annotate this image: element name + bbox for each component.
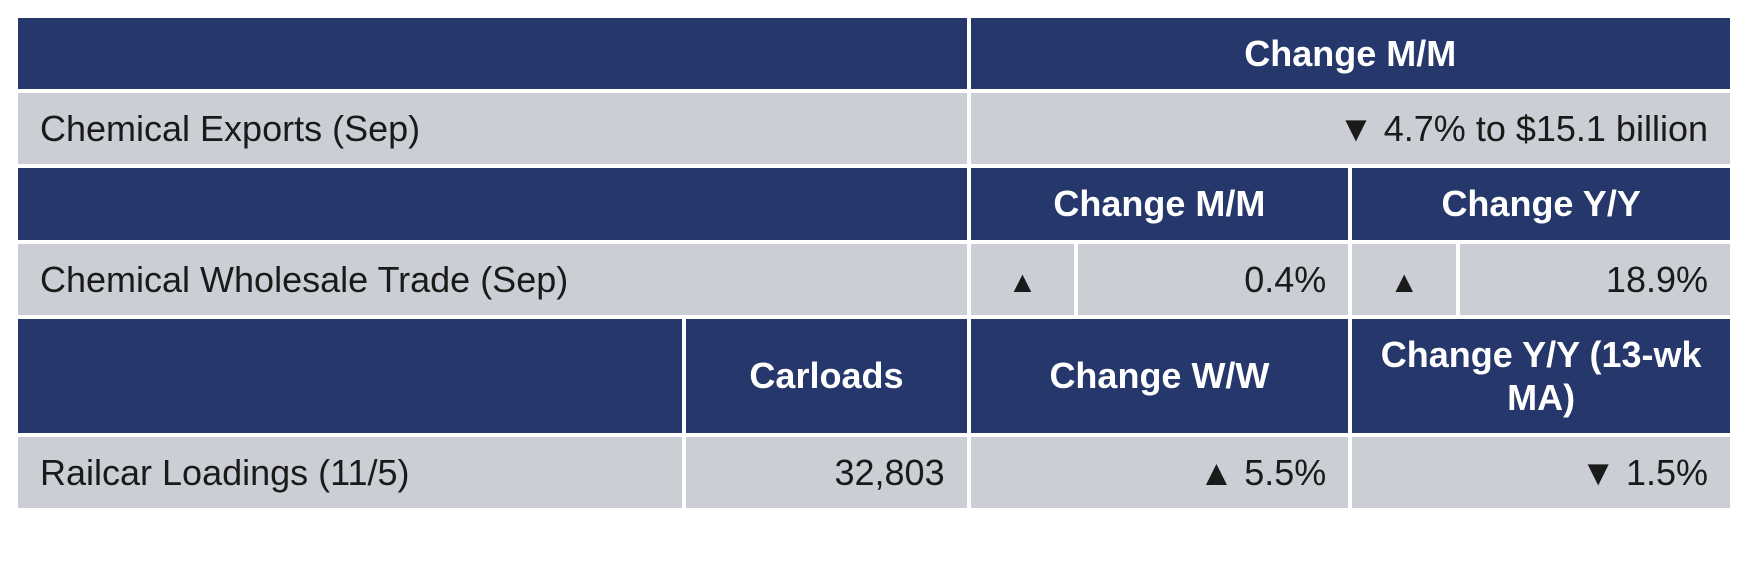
header-change-ww: Change W/W bbox=[971, 319, 1349, 433]
wholesale-yy-arrow: ▲ bbox=[1352, 244, 1456, 315]
table-row: Chemical Wholesale Trade (Sep) ▲ 0.4% ▲ … bbox=[18, 244, 1730, 315]
header-blank bbox=[18, 168, 967, 239]
header-carloads: Carloads bbox=[686, 319, 966, 433]
railcar-yy-change: ▼ 1.5% bbox=[1352, 437, 1730, 508]
wholesale-mm-arrow: ▲ bbox=[971, 244, 1075, 315]
header-change-mm: Change M/M bbox=[971, 168, 1349, 239]
wholesale-yy-value: 18.9% bbox=[1460, 244, 1730, 315]
triangle-up-icon: ▲ bbox=[1389, 265, 1419, 301]
row-label-chemical-exports: Chemical Exports (Sep) bbox=[18, 93, 967, 164]
header-change-mm-merged: Change M/M bbox=[971, 18, 1730, 89]
table-row: Change M/M Change Y/Y bbox=[18, 168, 1730, 239]
railcar-carloads: 32,803 bbox=[686, 437, 966, 508]
row-label-chemical-wholesale: Chemical Wholesale Trade (Sep) bbox=[18, 244, 967, 315]
header-blank bbox=[18, 18, 967, 89]
chemical-exports-change: ▼ 4.7% to $15.1 billion bbox=[971, 93, 1730, 164]
header-change-yy-13wk: Change Y/Y (13-wk MA) bbox=[1352, 319, 1730, 433]
table-row: Chemical Exports (Sep) ▼ 4.7% to $15.1 b… bbox=[18, 93, 1730, 164]
railcar-ww-change: ▲ 5.5% bbox=[971, 437, 1349, 508]
triangle-up-icon: ▲ bbox=[1008, 265, 1038, 301]
row-label-railcar: Railcar Loadings (11/5) bbox=[18, 437, 682, 508]
data-table: Change M/M Chemical Exports (Sep) ▼ 4.7%… bbox=[14, 14, 1734, 512]
header-change-yy: Change Y/Y bbox=[1352, 168, 1730, 239]
table-row: Change M/M bbox=[18, 18, 1730, 89]
table-row: Carloads Change W/W Change Y/Y (13-wk MA… bbox=[18, 319, 1730, 433]
header-blank bbox=[18, 319, 682, 433]
wholesale-mm-value: 0.4% bbox=[1078, 244, 1348, 315]
table-row: Railcar Loadings (11/5) 32,803 ▲ 5.5% ▼ … bbox=[18, 437, 1730, 508]
